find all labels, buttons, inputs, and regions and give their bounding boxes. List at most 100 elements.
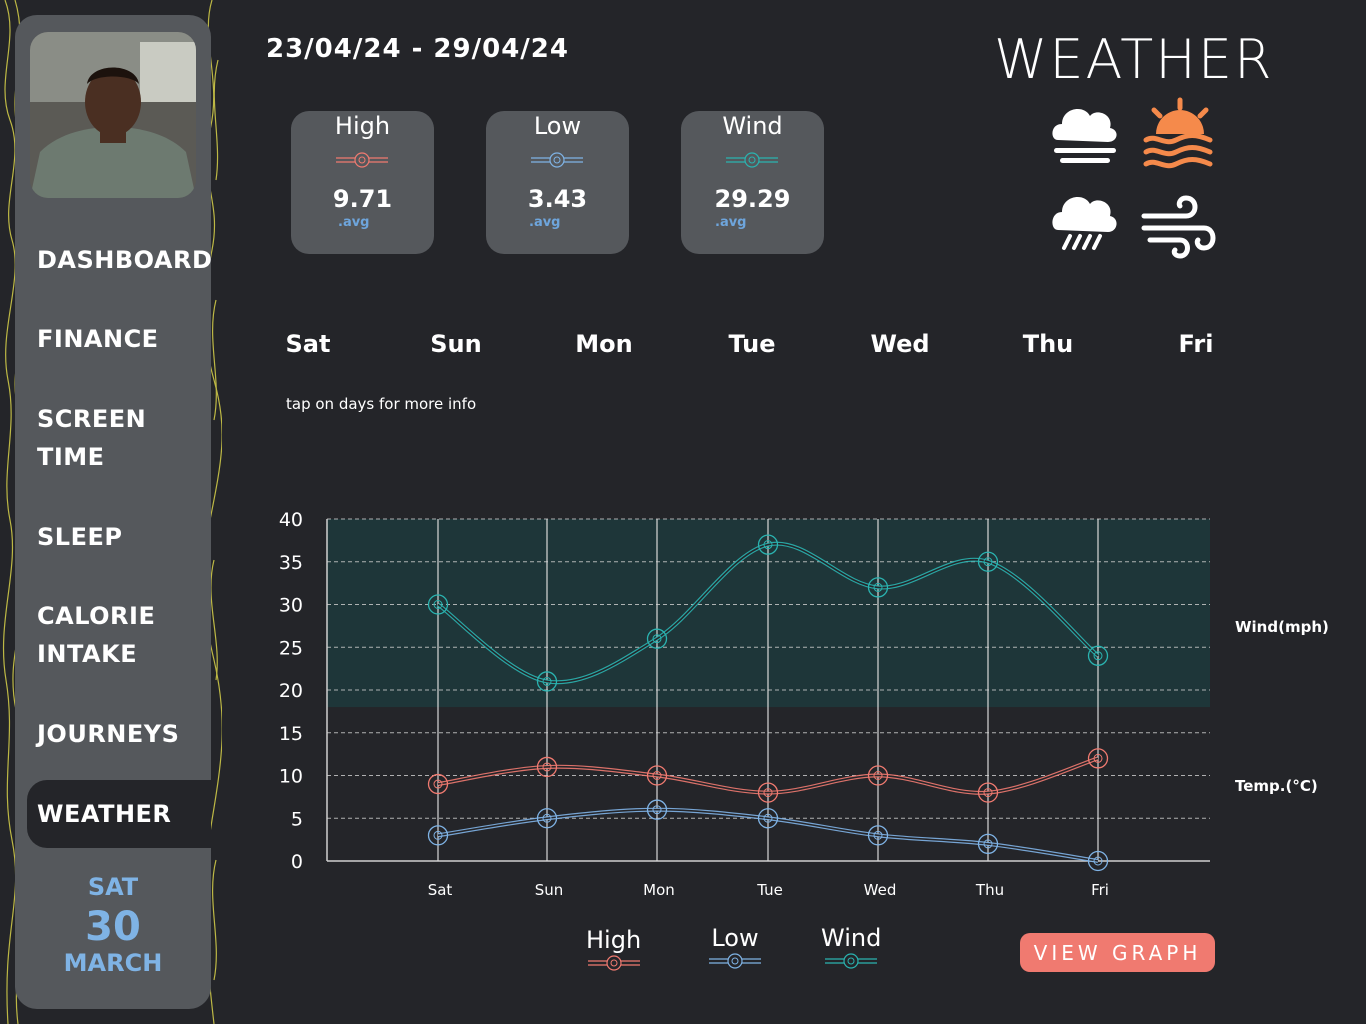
low-data-point [1087, 850, 1109, 872]
y-tick-label: 25 [279, 637, 303, 659]
avatar[interactable] [30, 32, 196, 198]
page-title: WEATHER [994, 28, 1274, 91]
x-tick-label: Sun [535, 881, 564, 899]
day-tab-sat[interactable]: Sat [285, 330, 331, 358]
legend-wind: Wind [821, 924, 881, 974]
temp-axis-label: Temp.(°C) [1235, 777, 1318, 795]
stat-value: 9.71 [332, 185, 393, 213]
date-weekday: SAT [87, 873, 139, 901]
view-graph-button[interactable]: VIEW GRAPH [1020, 933, 1215, 972]
low-data-point-inner [763, 813, 773, 823]
high-data-point-inner [433, 779, 443, 789]
y-tick-label: 30 [279, 595, 303, 617]
wind-data-point [1087, 645, 1109, 666]
y-tick-label: 5 [291, 808, 303, 830]
wind-series-line-inner [437, 542, 1099, 684]
wind-data-point [757, 534, 779, 555]
high-data-point [977, 782, 999, 803]
wind-data-point [646, 628, 668, 649]
day-tab-fri[interactable]: Fri [1178, 330, 1214, 358]
date-day: 30 [85, 904, 141, 950]
legend-label: Low [711, 924, 759, 952]
high-data-point-inner [542, 762, 552, 772]
high-data-point-inner [763, 788, 773, 798]
low-legend-icon [531, 152, 583, 168]
date-card: SAT 30 MARCH [15, 873, 211, 977]
low-data-point-inner [542, 813, 552, 823]
stat-label: High [334, 112, 391, 140]
x-tick-label: Mon [643, 881, 675, 899]
sidebar-item-journeys[interactable]: JOURNEYS [37, 720, 180, 748]
sidebar-item-sleep[interactable]: SLEEP [37, 523, 123, 551]
sidebar-item-dashboard[interactable]: DASHBOARD [37, 246, 213, 274]
stat-sub: .avg [338, 215, 370, 230]
y-tick-label: 40 [279, 509, 303, 531]
wind-legend-icon [825, 953, 878, 969]
low-series-line-inner [437, 808, 1099, 862]
sidebar-item-weather[interactable]: WEATHER [27, 780, 211, 848]
stat-sub: .avg [529, 215, 561, 230]
wind-axis-label: Wind(mph) [1235, 618, 1329, 636]
sunset-icon [1143, 97, 1213, 169]
low-data-point-inner [433, 830, 443, 840]
wind-data-point [536, 671, 558, 692]
wind-data-point-inner [763, 540, 773, 550]
day-tab-thu[interactable]: Thu [1022, 330, 1074, 358]
wind-data-point-inner [433, 600, 443, 609]
stat-label: Wind [722, 112, 783, 140]
y-tick-label: 20 [279, 680, 303, 702]
low-data-point-inner [652, 805, 662, 815]
low-data-point [646, 799, 668, 820]
x-tick-label: Wed [864, 881, 897, 899]
date-range: 23/04/24 - 29/04/24 [266, 34, 569, 64]
day-tab-mon[interactable]: Mon [575, 330, 633, 358]
high-data-point [1087, 748, 1109, 769]
high-data-point-inner [983, 788, 993, 798]
wind-data-point-inner [873, 582, 883, 592]
legend-label: High [586, 926, 642, 954]
avatar-photo-icon [30, 32, 196, 198]
date-month: MARCH [63, 949, 163, 977]
low-data-point [427, 825, 449, 846]
y-tick-label: 10 [279, 766, 303, 788]
y-tick-label: 0 [291, 851, 303, 873]
wind-data-point [977, 551, 999, 572]
x-tick-label: Fri [1091, 881, 1109, 899]
legend-low: Low [709, 924, 761, 974]
stat-card-high: High 9.71 .avg [291, 111, 434, 254]
stat-card-wind: Wind 29.29 .avg [681, 111, 824, 254]
stat-sub: .avg [715, 215, 747, 230]
low-data-point [867, 825, 889, 846]
low-data-point-inner [873, 830, 883, 840]
stat-label: Low [533, 112, 582, 140]
high-data-point [646, 765, 668, 786]
day-tab-sun[interactable]: Sun [430, 330, 482, 358]
high-legend-icon [587, 955, 640, 971]
low-data-point [757, 808, 779, 829]
high-data-point-inner [873, 771, 883, 780]
day-tab-tue[interactable]: Tue [728, 330, 776, 358]
wind-data-point-inner [652, 634, 662, 644]
wind-data-point-inner [983, 557, 993, 567]
y-tick-label: 15 [279, 723, 303, 745]
wind-legend-icon [726, 152, 778, 168]
high-legend-icon [336, 152, 388, 168]
stat-value: 3.43 [527, 185, 588, 213]
high-data-point [536, 756, 558, 778]
sidebar-item-finance[interactable]: FINANCE [37, 325, 159, 353]
stat-card-low: Low 3.43 .avg [486, 111, 629, 254]
day-tab-wed[interactable]: Wed [870, 330, 930, 358]
low-data-point-inner [983, 839, 993, 849]
wind-icon [1141, 195, 1216, 259]
wind-data-point [427, 594, 449, 615]
sidebar-item-calorie-intake[interactable]: CALORIE INTAKE [37, 602, 156, 668]
y-tick-label: 35 [279, 552, 303, 574]
sidebar-item-screen-time[interactable]: SCREEN TIME [37, 405, 147, 471]
high-data-point [757, 782, 779, 803]
stat-value: 29.29 [714, 185, 791, 213]
x-tick-label: Sat [428, 881, 453, 899]
wind-data-point-inner [542, 676, 552, 686]
legend-high: High [586, 926, 641, 976]
low-data-point-inner [1093, 856, 1103, 866]
